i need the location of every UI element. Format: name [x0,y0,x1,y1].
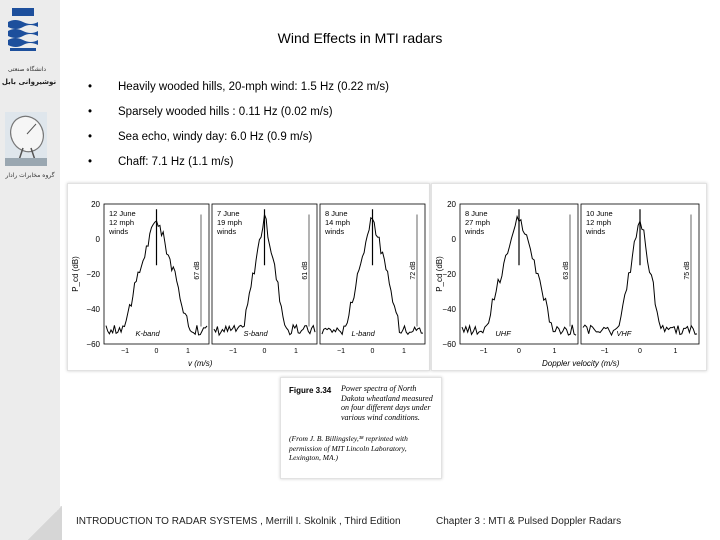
y-tick-label: −60 [442,340,456,349]
university-name: دانشگاه صنعتی [7,66,47,73]
y-tick-label: −20 [86,270,100,279]
x-tick-label: −1 [601,348,609,355]
figure-caption: Figure 3.34 Power spectra of North Dakot… [280,377,442,479]
panel-winds: winds [108,227,128,236]
dynamic-range-label: 75 dB [684,261,691,280]
panel-date: 8 June [465,209,488,218]
y-tick-label: −60 [86,340,100,349]
x-tick-label: −1 [480,348,488,355]
panel-band: VHF [616,329,631,338]
caption-text: Power spectra of North Dakota wheatland … [341,384,433,422]
group-name: گروه مخابرات رادار [5,172,55,179]
panel-winds: winds [464,227,484,236]
y-axis-label: P_cd (dB) [71,256,80,292]
spectrum-panel [580,203,700,345]
spectrum-panel [103,203,210,345]
bullet-dot: • [88,81,93,93]
panel-date: 12 June [109,209,136,218]
x-tick-label: 1 [673,348,677,355]
x-tick-label: −1 [337,348,345,355]
bullet-item: • Sparsely wooded hills : 0.11 Hz (0.02 m… [88,105,508,130]
caption-label: Figure 3.34 [289,386,332,395]
spectrum-panel [459,203,579,345]
y-tick-label: 0 [452,235,457,244]
x-tick-label: 0 [371,348,375,355]
x-axis-label: Doppler velocity (m/s) [542,359,620,368]
caption-credit: (From J. B. Billingsley,³⁸ reprinted wit… [289,434,408,462]
bullet-item: • Heavily wooded hills, 20-mph wind: 1.5 … [88,80,508,105]
y-axis-label: P_cd (dB) [435,256,444,292]
dynamic-range-label: 72 dB [410,261,417,280]
dynamic-range-label: 63 dB [563,261,570,280]
sidebar: دانشگاه صنعتی نوشیروانی بابل گروه مخابرا… [0,0,62,540]
x-tick-label: 0 [638,348,642,355]
panel-date: 8 June [325,209,348,218]
dynamic-range-label: 61 dB [302,261,309,280]
bullet-text: Sea echo, windy day: 6.0 Hz (0.9 m/s) [118,131,313,143]
bullet-text: Sparsely wooded hills : 0.11 Hz (0.02 m/… [118,106,333,118]
x-tick-label: 0 [155,348,159,355]
panel-wind-speed: 27 mph [465,218,490,227]
department-name: نوشیروانی بابل [1,78,57,86]
panel-winds: winds [585,227,605,236]
dynamic-range-label: 67 dB [194,261,201,280]
panel-wind-speed: 12 mph [586,218,611,227]
y-tick-label: −20 [442,270,456,279]
y-tick-label: −40 [442,305,456,314]
x-tick-label: 1 [402,348,406,355]
x-tick-label: 1 [294,348,298,355]
bullet-text: Chaff: 7.1 Hz (1.1 m/s) [118,156,234,168]
panel-date: 7 June [217,209,240,218]
panel-band: K-band [136,329,161,338]
x-axis-label: v (m/s) [188,359,213,368]
y-tick-label: 20 [91,200,100,209]
bullet-list: • Heavily wooded hills, 20-mph wind: 1.5 … [88,80,508,180]
x-tick-label: 1 [552,348,556,355]
spectra-chart-left: P_cd (dB)200−20−40−60v (m/s)−1 0 112 June1… [71,200,426,368]
x-tick-label: 1 [186,348,190,355]
x-tick-label: 0 [263,348,267,355]
panel-wind-speed: 12 mph [109,218,134,227]
university-logo-icon [8,8,38,51]
panel-winds: winds [324,227,344,236]
bullet-dot: • [88,156,93,168]
panel-date: 10 June [586,209,613,218]
y-tick-label: 20 [447,200,456,209]
panel-wind-speed: 14 mph [325,218,350,227]
spectra-figure-left: P_cd (dB) 20 0 −20 −40 −60 v (m/s) −1 0 1 12 June 1… [67,183,430,371]
panel-winds: winds [216,227,236,236]
x-tick-label: −1 [121,348,129,355]
x-tick-label: −1 [229,348,237,355]
radar-antenna-icon [5,112,47,166]
panel-band: S-band [244,329,269,338]
spectra-figure-right: P_cd (dB) 20 0 −20 −40 −60 Doppler velocity (m… [431,183,707,371]
bullet-item: • Sea echo, windy day: 6.0 Hz (0.9 m/s) [88,130,508,155]
bullet-item: • Chaff: 7.1 Hz (1.1 m/s) [88,155,508,180]
bullet-dot: • [88,131,93,143]
panel-band: L-band [352,329,376,338]
panel-band: UHF [495,329,511,338]
page-curl [28,506,62,540]
y-tick-label: 0 [96,235,101,244]
y-tick-label: −40 [86,305,100,314]
spectra-chart-right: P_cd (dB) 20 0 −20 −40 −60 Doppler velocity (m… [435,200,700,368]
bullet-dot: • [88,106,93,118]
footer-chapter: Chapter 3 : MTI & Pulsed Doppler Radars [436,516,622,527]
spectrum-panel [211,203,318,345]
bullet-text: Heavily wooded hills, 20-mph wind: 1.5 H… [118,81,390,93]
x-tick-label: 0 [517,348,521,355]
spectrum-panel [319,203,426,345]
panel-wind-speed: 19 mph [217,218,242,227]
slide-title: Wind Effects in MTI radars [277,30,443,46]
footer-book: INTRODUCTION TO RADAR SYSTEMS , Merrill … [76,516,401,527]
